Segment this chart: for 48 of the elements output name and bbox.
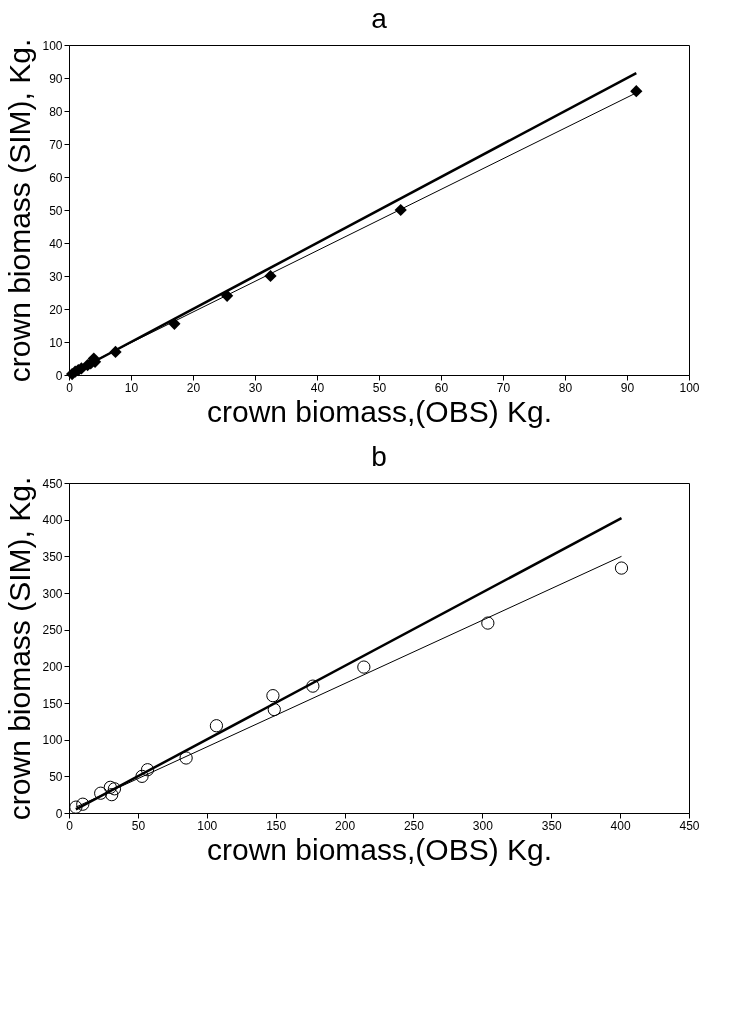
y-tick-label: 200 bbox=[42, 659, 63, 674]
x-axis-title: crown biomass,(OBS) Kg. bbox=[206, 394, 553, 428]
y-tick-label: 90 bbox=[49, 71, 63, 86]
x-tick-label: 100 bbox=[197, 818, 218, 833]
x-tick-label: 100 bbox=[679, 380, 700, 395]
x-tick-label: 40 bbox=[310, 380, 325, 395]
x-tick-label: 300 bbox=[472, 818, 494, 833]
y-tick-label: 150 bbox=[42, 696, 63, 711]
x-tick-label: 20 bbox=[186, 380, 201, 395]
y-tick-label: 450 bbox=[42, 476, 63, 491]
y-tick-label: 80 bbox=[49, 104, 63, 119]
y-tick-label: 40 bbox=[49, 236, 63, 251]
x-tick-label: 0 bbox=[66, 818, 74, 833]
chart-title: b bbox=[371, 441, 387, 473]
x-tick-label: 90 bbox=[620, 380, 635, 395]
x-tick-label: 70 bbox=[496, 380, 511, 395]
x-tick-label: 50 bbox=[131, 818, 146, 833]
y-tick-label: 100 bbox=[42, 38, 63, 53]
x-tick-label: 350 bbox=[541, 818, 563, 833]
x-tick-label: 60 bbox=[434, 380, 449, 395]
y-tick-label: 50 bbox=[49, 203, 63, 218]
x-tick-label: 200 bbox=[335, 818, 356, 833]
y-tick-label: 100 bbox=[42, 733, 63, 748]
y-tick-label: 250 bbox=[42, 623, 63, 638]
x-tick-label: 10 bbox=[124, 380, 139, 395]
y-tick-label: 350 bbox=[42, 549, 63, 564]
y-tick-label: 20 bbox=[49, 302, 63, 317]
y-tick-label: 0 bbox=[55, 368, 63, 383]
x-axis-title: crown biomass,(OBS) Kg. bbox=[206, 832, 553, 866]
x-tick-label: 250 bbox=[403, 818, 425, 833]
y-axis-title: crown biomass (SIM), Kg. bbox=[3, 476, 37, 821]
y-tick-label: 10 bbox=[49, 335, 63, 350]
y-tick-label: 50 bbox=[49, 769, 63, 784]
y-tick-label: 300 bbox=[42, 586, 63, 601]
y-tick-label: 30 bbox=[49, 269, 63, 284]
x-tick-label: 50 bbox=[372, 380, 387, 395]
y-tick-label: 400 bbox=[42, 513, 63, 528]
y-tick-label: 0 bbox=[55, 806, 63, 821]
x-tick-label: 450 bbox=[679, 818, 700, 833]
chart-title: a bbox=[371, 3, 388, 35]
x-tick-label: 30 bbox=[248, 380, 263, 395]
x-tick-label: 0 bbox=[66, 380, 74, 395]
x-tick-label: 400 bbox=[610, 818, 631, 833]
y-axis-title: crown biomass (SIM), Kg. bbox=[3, 38, 37, 383]
x-tick-label: 150 bbox=[266, 818, 287, 833]
y-tick-label: 60 bbox=[49, 170, 63, 185]
x-tick-label: 80 bbox=[558, 380, 573, 395]
y-tick-label: 70 bbox=[49, 137, 63, 152]
